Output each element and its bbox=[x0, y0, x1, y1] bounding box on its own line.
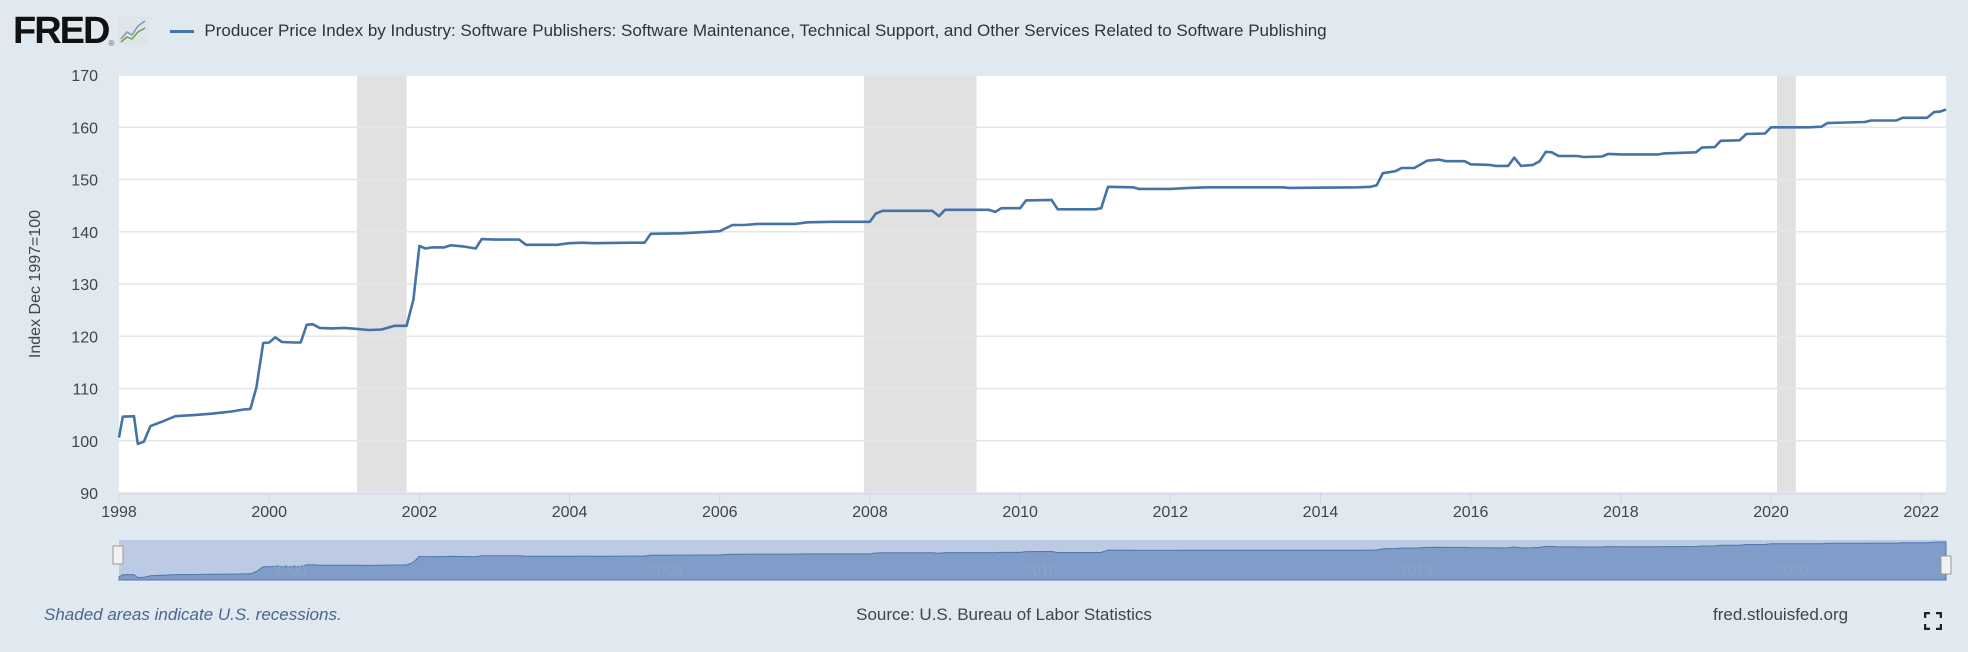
registered-mark: ® bbox=[108, 39, 115, 48]
x-tick-label: 2020 bbox=[1753, 504, 1789, 521]
x-tick-label: 2006 bbox=[702, 504, 738, 521]
x-tick-label: 2012 bbox=[1152, 504, 1188, 521]
range-navigator[interactable]: 2000 2005 2010 2015 2020 bbox=[112, 540, 1952, 581]
y-tick-label: 110 bbox=[72, 382, 98, 399]
x-tick-label: 2018 bbox=[1603, 504, 1639, 521]
recession-note: Shaded areas indicate U.S. recessions. bbox=[44, 605, 342, 624]
y-tick-label: 160 bbox=[71, 120, 98, 137]
y-axis-label: Index Dec 1997=100 bbox=[27, 210, 44, 358]
y-tick-label: 170 bbox=[71, 68, 98, 85]
chart: 90 100 110 120 130 140 150 160 170 1998 2000 2002 2… bbox=[27, 68, 1952, 581]
y-tick-label: 130 bbox=[71, 277, 98, 294]
y-tick-label: 150 bbox=[71, 173, 98, 190]
chart-title: Producer Price Index by Industry: Softwa… bbox=[204, 21, 1327, 40]
y-tick-label: 140 bbox=[71, 225, 98, 242]
x-tick-label: 1998 bbox=[101, 504, 137, 521]
line-chart-logo-icon bbox=[118, 17, 149, 45]
fred-logo[interactable]: FRED bbox=[13, 10, 110, 52]
navigator-left-handle[interactable] bbox=[112, 545, 124, 565]
source-text: Source: U.S. Bureau of Labor Statistics bbox=[856, 605, 1152, 624]
series-line bbox=[117, 108, 1947, 446]
navigator-label: 2000 bbox=[273, 562, 306, 579]
navigator-label: 2015 bbox=[1400, 562, 1433, 579]
navigator-right-handle[interactable] bbox=[1940, 555, 1952, 575]
x-tick-label: 2016 bbox=[1453, 504, 1489, 521]
x-tick-label: 2002 bbox=[402, 504, 438, 521]
chart-header: FRED ® Producer Price Index by Industry:… bbox=[13, 10, 1327, 52]
y-axis: 90 100 110 120 130 140 150 160 170 bbox=[71, 68, 98, 503]
navigator-label: 2020 bbox=[1775, 562, 1808, 579]
y-tick-label: 90 bbox=[80, 486, 98, 503]
y-tick-label: 120 bbox=[71, 329, 98, 346]
legend-line-swatch bbox=[170, 29, 195, 33]
y-tick-label: 100 bbox=[71, 434, 98, 451]
navigator-label: 2010 bbox=[1024, 562, 1057, 579]
x-axis: 1998 2000 2002 2004 2006 2008 2010 2012 2014 2016… bbox=[101, 493, 1946, 521]
fullscreen-icon[interactable] bbox=[1924, 612, 1942, 630]
site-link[interactable]: fred.stlouisfed.org bbox=[1713, 605, 1849, 624]
x-tick-label: 2010 bbox=[1002, 504, 1038, 521]
x-tick-label: 2022 bbox=[1903, 504, 1939, 521]
x-tick-label: 2000 bbox=[251, 504, 287, 521]
x-tick-label: 2004 bbox=[552, 504, 588, 521]
navigator-area bbox=[118, 541, 1947, 581]
x-tick-label: 2008 bbox=[852, 504, 888, 521]
x-tick-label: 2014 bbox=[1303, 504, 1339, 521]
gridlines bbox=[119, 74, 1946, 494]
navigator-label: 2005 bbox=[649, 562, 682, 579]
